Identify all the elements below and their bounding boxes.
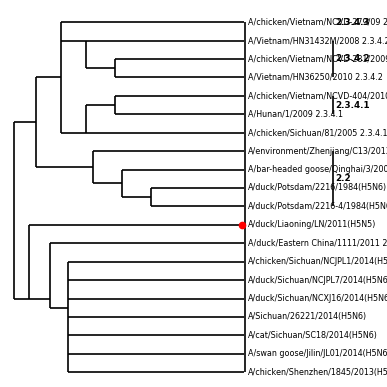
Text: 2.3.4.2: 2.3.4.2 bbox=[335, 55, 370, 63]
Text: A/duck/Eastern China/1111/2011 2.3.4.4: A/duck/Eastern China/1111/2011 2.3.4.4 bbox=[248, 239, 387, 248]
Text: A/Vietnam/HN36250/2010 2.3.4.2: A/Vietnam/HN36250/2010 2.3.4.2 bbox=[248, 73, 383, 82]
Text: A/swan goose/Jilin/JL01/2014(H5N6): A/swan goose/Jilin/JL01/2014(H5N6) bbox=[248, 349, 387, 358]
Text: A/bar-headed goose/Qinghai/3/2005 2.2: A/bar-headed goose/Qinghai/3/2005 2.2 bbox=[248, 165, 387, 174]
Text: A/environment/Zhenjiang/C13/2013(H5N6): A/environment/Zhenjiang/C13/2013(H5N6) bbox=[248, 147, 387, 156]
Text: A/duck/Potsdam/2216/1984(H5N6): A/duck/Potsdam/2216/1984(H5N6) bbox=[248, 183, 387, 192]
Text: A/chicken/Vietnam/NCVD-404/2010 2.3.4.1: A/chicken/Vietnam/NCVD-404/2010 2.3.4.1 bbox=[248, 91, 387, 100]
Text: A/chicken/Sichuan/NCJPL1/2014(H5N6): A/chicken/Sichuan/NCJPL1/2014(H5N6) bbox=[248, 257, 387, 266]
Text: A/chicken/Vietnam/NCVD-281/2009 2.3.4.2: A/chicken/Vietnam/NCVD-281/2009 2.3.4.2 bbox=[248, 55, 387, 63]
Text: A/duck/Sichuan/NCXJ16/2014(H5N6): A/duck/Sichuan/NCXJ16/2014(H5N6) bbox=[248, 294, 387, 303]
Text: 2.3.4.1: 2.3.4.1 bbox=[335, 101, 370, 110]
Text: A/cat/Sichuan/SC18/2014(H5N6): A/cat/Sichuan/SC18/2014(H5N6) bbox=[248, 331, 378, 340]
Text: A/duck/Potsdam/2216-4/1984(H5N6): A/duck/Potsdam/2216-4/1984(H5N6) bbox=[248, 202, 387, 211]
Text: A/duck/Liaoning/LN/2011(H5N5): A/duck/Liaoning/LN/2011(H5N5) bbox=[248, 220, 376, 229]
Text: A/chicken/Vietnam/NCVD-279/09 2.3.4.3: A/chicken/Vietnam/NCVD-279/09 2.3.4.3 bbox=[248, 18, 387, 27]
Text: 2.2: 2.2 bbox=[335, 174, 351, 183]
Text: A/Vietnam/HN31432M/2008 2.3.4.2: A/Vietnam/HN31432M/2008 2.3.4.2 bbox=[248, 36, 387, 45]
Text: A/duck/Sichuan/NCJPL7/2014(H5N6): A/duck/Sichuan/NCJPL7/2014(H5N6) bbox=[248, 276, 387, 284]
Text: A/Sichuan/26221/2014(H5N6): A/Sichuan/26221/2014(H5N6) bbox=[248, 312, 367, 322]
Text: A/chicken/Shenzhen/1845/2013(H5N6): A/chicken/Shenzhen/1845/2013(H5N6) bbox=[248, 368, 387, 377]
Text: A/chicken/Sichuan/81/2005 2.3.4.1: A/chicken/Sichuan/81/2005 2.3.4.1 bbox=[248, 128, 387, 137]
Text: A/Hunan/1/2009 2.3.4.1: A/Hunan/1/2009 2.3.4.1 bbox=[248, 110, 343, 119]
Text: 2.3.4.3: 2.3.4.3 bbox=[335, 18, 370, 27]
